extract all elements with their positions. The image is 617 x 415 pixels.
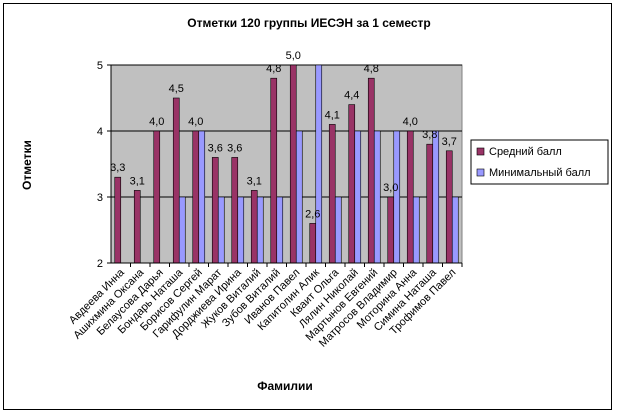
data-label: 4,4 — [344, 90, 359, 102]
bar-average — [348, 104, 356, 264]
bar-average — [172, 97, 180, 264]
data-label: 2,6 — [305, 208, 320, 220]
data-label: 4,0 — [403, 116, 418, 128]
bar-minimum — [432, 130, 440, 264]
bar-minimum — [237, 196, 245, 264]
data-label: 4,5 — [169, 83, 184, 95]
bar-minimum — [354, 130, 362, 264]
bar-minimum — [295, 130, 303, 264]
value-labels: 3,3 3,1 4,0 4,5 4,0 3,6 3,6 3,1 4,8 5,0 2,6 4,1 4,4 4… — [110, 50, 457, 220]
chart-title: Отметки 120 группы ИЕСЭН за 1 семестр — [187, 16, 430, 30]
x-axis-label: Фамилии — [257, 379, 313, 393]
legend-swatch — [476, 147, 485, 156]
bar-average — [328, 124, 336, 264]
data-label: 4,0 — [149, 116, 164, 128]
y-tick-label: 5 — [97, 60, 103, 72]
y-tick-label: 3 — [97, 192, 103, 204]
data-label: 3,1 — [130, 175, 145, 187]
legend-swatch — [476, 168, 485, 177]
bar-average — [445, 150, 453, 264]
bar-minimum — [451, 196, 459, 264]
bar-average — [153, 130, 161, 264]
bar-average — [114, 176, 122, 264]
data-label: 3,6 — [208, 142, 223, 154]
bar-average — [387, 196, 395, 264]
bar-average — [250, 190, 258, 264]
y-axis-label: Отметки — [20, 140, 34, 190]
bar-average — [426, 143, 434, 264]
legend: Средний балл Минимальный балл — [470, 139, 609, 185]
bars — [114, 64, 459, 264]
bar-average — [309, 223, 317, 264]
bar-average — [231, 157, 239, 264]
data-label: 4,1 — [325, 109, 340, 121]
data-label: 4,0 — [188, 116, 203, 128]
data-label: 4,8 — [266, 63, 281, 75]
data-label: 4,8 — [364, 63, 379, 75]
bar-minimum — [373, 130, 381, 264]
bar-average — [270, 77, 278, 264]
y-tick-label: 4 — [97, 126, 103, 138]
bar-minimum — [217, 196, 225, 264]
bar-average — [406, 130, 414, 264]
bar-average — [367, 77, 375, 264]
bar-minimum — [334, 196, 342, 264]
data-label: 5,0 — [286, 50, 301, 62]
data-label: 3,8 — [422, 129, 437, 141]
y-tick-label: 2 — [97, 258, 103, 270]
bar-minimum — [256, 196, 264, 264]
data-label: 3,0 — [383, 182, 398, 194]
bar-average — [133, 190, 141, 264]
bar-average — [289, 64, 297, 264]
data-label: 3,3 — [110, 162, 125, 174]
plot-area — [110, 64, 463, 264]
data-label: 3,6 — [227, 142, 242, 154]
data-label: 3,7 — [442, 136, 457, 148]
bar-average — [211, 157, 219, 264]
bar-minimum — [198, 130, 206, 264]
legend-label: Минимальный балл — [489, 167, 591, 179]
bar-average — [192, 130, 200, 264]
bar-minimum — [276, 196, 284, 264]
legend-label: Средний балл — [489, 146, 562, 158]
bar-minimum — [393, 130, 401, 264]
bar-minimum — [412, 196, 420, 264]
data-label: 3,1 — [247, 175, 262, 187]
bar-minimum — [315, 64, 323, 264]
legend-box — [470, 139, 609, 185]
gridlines — [111, 64, 462, 198]
bar-minimum — [178, 196, 186, 264]
